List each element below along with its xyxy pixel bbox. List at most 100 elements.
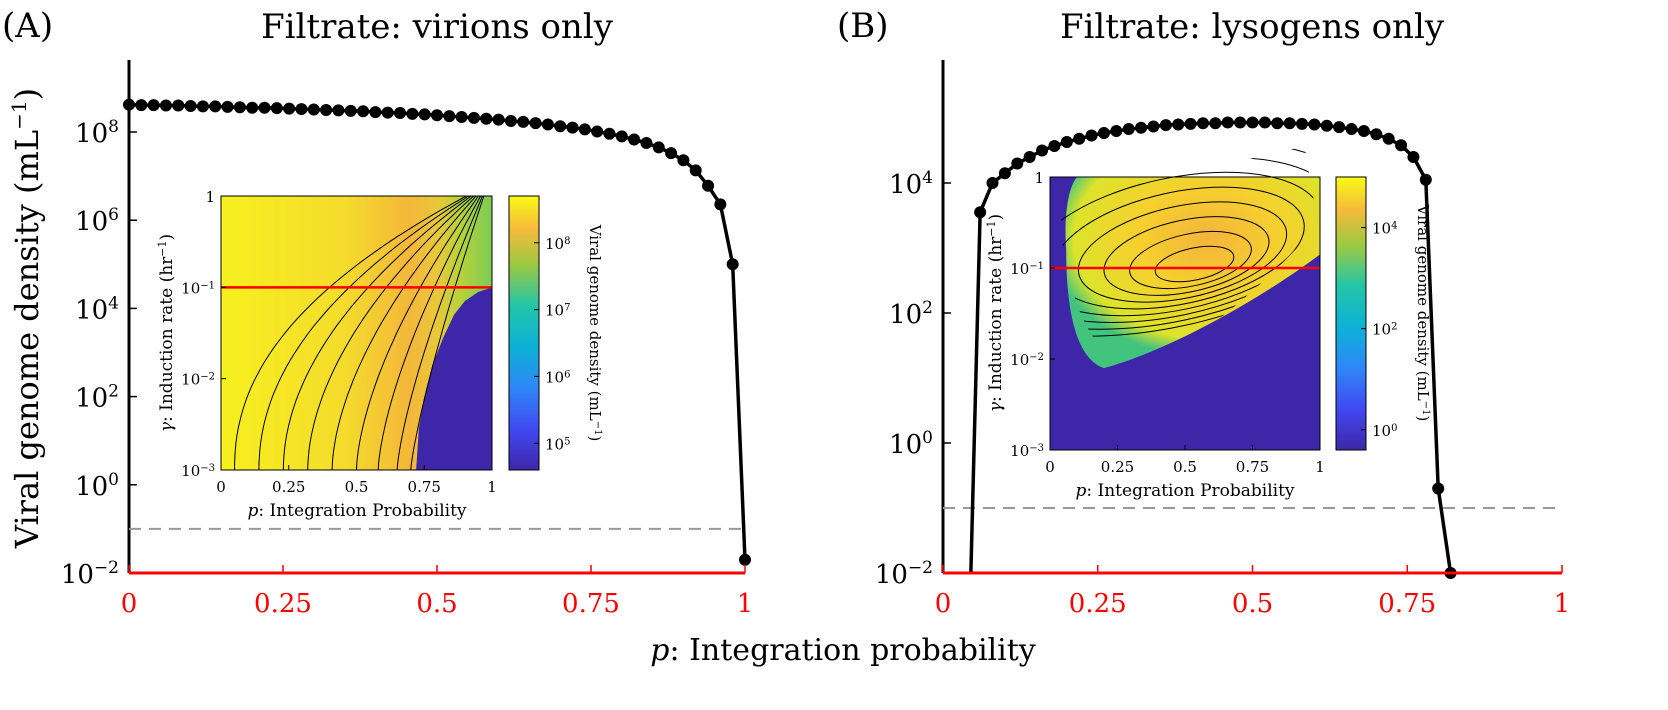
- data-point: [418, 108, 431, 121]
- data-point: [1159, 119, 1172, 132]
- data-point: [986, 177, 999, 189]
- colorbar-tick-label: 100: [1372, 422, 1397, 440]
- panel-a-inset-xlabel: p: Integration Probability: [247, 501, 466, 521]
- data-point: [578, 123, 591, 136]
- data-point: [283, 102, 296, 115]
- data-point: [1023, 151, 1036, 163]
- data-point: [1345, 123, 1358, 136]
- data-point: [1011, 157, 1024, 170]
- panel-b-colorbar-label: Viral genome density (mL−1): [1414, 204, 1432, 422]
- data-point: [1271, 117, 1284, 130]
- data-point: [1296, 117, 1309, 130]
- data-point: [1135, 121, 1148, 134]
- data-point: [1110, 125, 1123, 137]
- inset-x-tick-label: 0: [216, 478, 226, 496]
- panel-a-inset: 10−3 10−2 10−1 1 0 0.25 0.5 0.75 1 p: Integrati…: [156, 188, 605, 521]
- data-point: [1172, 118, 1185, 131]
- data-point: [541, 118, 554, 131]
- data-point: [233, 101, 246, 114]
- panel-b-letter: (B): [837, 6, 889, 46]
- data-point: [332, 104, 345, 117]
- contour-line: [1056, 145, 1345, 337]
- panel-a-inset-low-region: [416, 287, 492, 470]
- colorbar-tick-label: 106: [545, 368, 570, 386]
- data-point: [1382, 132, 1395, 145]
- y-tick-label: 104: [75, 293, 119, 325]
- data-point: [480, 112, 493, 125]
- panel-a-colorbar-ticks: 105 106 107 108: [534, 235, 570, 453]
- data-point: [443, 110, 456, 123]
- x-tick-label: 0.25: [254, 589, 312, 619]
- panel-a-inset-y-ticks: 10−3 10−2 10−1 1: [181, 188, 226, 480]
- data-point: [1048, 139, 1061, 152]
- colorbar-tick-label: 108: [545, 235, 570, 253]
- data-point: [184, 99, 197, 112]
- data-point: [270, 102, 283, 115]
- inset-x-tick-label: 0.5: [1173, 458, 1197, 476]
- data-point: [135, 99, 148, 112]
- panel-b-inset: 10−3 10−2 10−1 1 0 0.25 0.5 0.75 1 p: Integrati…: [985, 145, 1432, 501]
- data-point: [394, 107, 407, 120]
- data-point: [1258, 116, 1271, 129]
- panel-b-title: Filtrate: lysogens only: [1060, 7, 1445, 47]
- inset-x-tick-label: 0.5: [345, 478, 369, 496]
- contour-line: [410, 195, 485, 471]
- x-tick-label: 0.5: [416, 589, 457, 619]
- inset-x-tick-label: 0.75: [408, 478, 441, 496]
- panel-a-letter: (A): [2, 6, 53, 46]
- contour-line: [377, 195, 482, 471]
- data-point: [998, 167, 1011, 180]
- colorbar-tick-label: 107: [545, 302, 570, 320]
- data-point: [431, 109, 443, 122]
- data-point: [529, 117, 542, 130]
- contour-line: [1154, 245, 1235, 283]
- x-tick-label: 0: [121, 589, 138, 619]
- data-point: [159, 99, 172, 112]
- y-tick-label: 104: [889, 168, 933, 200]
- panel-b-colorbar: [1335, 176, 1367, 451]
- data-point: [1147, 120, 1160, 133]
- data-point: [504, 114, 517, 127]
- data-point: [615, 130, 628, 143]
- data-point: [640, 137, 653, 150]
- data-point: [406, 107, 419, 120]
- data-point: [1122, 123, 1135, 136]
- panel-a-inset-contours: [234, 195, 485, 471]
- data-point: [1357, 125, 1370, 137]
- contour-line: [356, 195, 479, 471]
- inset-y-tick-label: 10−1: [181, 279, 215, 297]
- y-tick-label: 100: [889, 428, 933, 460]
- colorbar-tick-label: 102: [1372, 321, 1397, 339]
- data-point: [147, 99, 160, 112]
- data-point: [566, 121, 579, 134]
- contour-line: [331, 195, 477, 471]
- data-point: [295, 103, 308, 116]
- inset-x-tick-label: 0: [1045, 458, 1055, 476]
- y-tick-label: 102: [889, 298, 933, 330]
- panel-b-inset-y-ticks: 10−3 10−2 10−1 1: [1010, 169, 1055, 460]
- data-point: [1419, 173, 1432, 186]
- inset-y-tick-label: 10−2: [1010, 351, 1044, 369]
- data-point: [1432, 482, 1445, 495]
- data-point: [1234, 116, 1247, 129]
- data-point: [246, 101, 259, 114]
- data-point: [123, 98, 135, 111]
- y-tick-label: 100: [75, 470, 119, 502]
- contour-line: [307, 195, 474, 471]
- shared-x-axis-label: p: Integration probability: [650, 633, 1036, 668]
- contour-line: [234, 195, 467, 470]
- panel-a-colorbar-label: Viral genome density (mL−1): [586, 224, 604, 442]
- data-point: [1370, 128, 1383, 141]
- panel-b-inset-xlabel: p: Integration Probability: [1075, 481, 1294, 501]
- inset-x-tick-label: 1: [487, 478, 497, 496]
- x-tick-label: 0.5: [1232, 589, 1273, 619]
- data-point: [381, 106, 394, 119]
- contour-line: [1103, 216, 1270, 296]
- data-point: [739, 553, 751, 566]
- panel-a-colorbar: [508, 195, 540, 471]
- panel-b: (B) Filtrate: lysogens only 10−2 100 102 10…: [837, 6, 1570, 619]
- data-point: [1395, 139, 1408, 152]
- y-tick-label: 10−2: [875, 558, 933, 590]
- panel-a-series: [123, 98, 751, 566]
- panel-b-inset-ylabel: γ: Induction rate (hr−1): [985, 214, 1007, 412]
